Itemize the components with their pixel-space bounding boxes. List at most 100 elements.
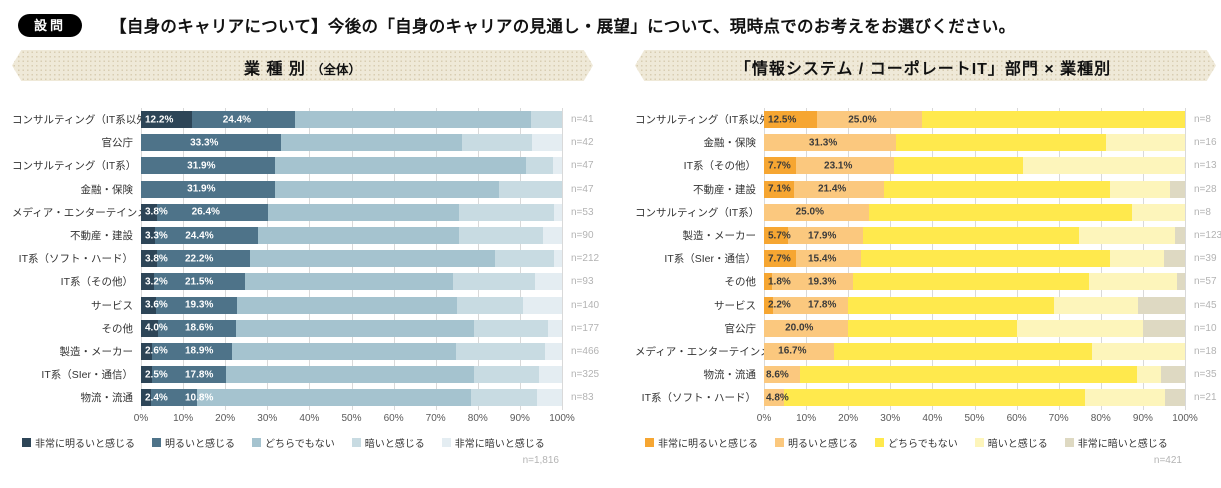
bar-segment-4: [1106, 134, 1185, 152]
bar-segment-4: [458, 203, 554, 221]
bar-segment-2: [151, 342, 232, 360]
stacked-bar: 16.7%: [764, 342, 1185, 360]
bar-segment-4: [1091, 342, 1185, 360]
bar-segment-5: [1169, 180, 1185, 198]
bar-segment-4: [458, 227, 544, 245]
axis-tick: 70%: [1048, 413, 1069, 425]
stacked-bar: 7.1% 21.4%: [764, 180, 1185, 198]
bar-segment-3: [863, 227, 1079, 245]
bar-segment-5: [534, 273, 562, 291]
n-label: n=466: [571, 345, 600, 357]
bar-row: メディア・エンターテインメント 16.7% n=18: [635, 340, 1217, 363]
legend-label: 暗いと感じる: [987, 439, 1048, 451]
bar-row: 物流・流通 8.6% n=35: [635, 363, 1217, 386]
category-label: 製造・メーカー: [682, 230, 757, 243]
n-label: n=41: [571, 114, 594, 126]
n-label: n=47: [571, 160, 594, 172]
n-label: n=90: [571, 230, 594, 242]
stacked-bar: 3.6% 19.3%: [141, 296, 562, 314]
legend-swatch: [22, 438, 31, 448]
axis-tick: 20%: [215, 413, 236, 425]
bar-segment-4: [1078, 227, 1175, 245]
bar-segment-1: [141, 250, 157, 268]
bar-segment-4: [526, 157, 554, 175]
chart-title-banner-overall: 業 種 別 （全体）: [12, 50, 593, 81]
bar-row: サービス 2.2% 17.8% n=45: [635, 294, 1217, 317]
n-label: n=16: [1194, 137, 1217, 149]
bar-segment-2: [141, 134, 282, 152]
value-label-seg1: 7.1%: [768, 183, 791, 195]
value-label-seg1: 2.2%: [768, 299, 791, 311]
bar-segment-3: [883, 180, 1110, 198]
question-header: 設問 【自身のキャリアについて】今後の「自身のキャリアの見通し・展望」について、…: [0, 0, 1221, 37]
legend-label: 非常に暗いと感じる: [454, 439, 545, 451]
value-label-seg2: 17.8%: [808, 299, 837, 311]
bar-segment-5: [547, 319, 562, 337]
axis-tick: 40%: [922, 413, 943, 425]
legend-swatch: [152, 438, 161, 448]
axis-tick: 80%: [467, 413, 488, 425]
value-label-seg2: 8.6%: [766, 369, 789, 381]
value-label-seg2: 23.1%: [824, 160, 853, 172]
n-label: n=47: [571, 183, 594, 195]
bar-segment-2: [764, 342, 835, 360]
total-n-overall: n=1,816: [522, 455, 559, 467]
bar-row: その他 4.0% 18.6% n=177: [12, 317, 599, 340]
category-label: IT系（ソフト・ハード）: [641, 392, 756, 405]
bar-segment-5: [1161, 366, 1185, 384]
value-label-seg1: 5.7%: [768, 230, 791, 242]
bar-segment-1: [764, 273, 772, 291]
legend-swatch: [645, 438, 654, 448]
bar-segment-1: [141, 366, 152, 384]
bar-segment-1: [764, 250, 797, 268]
bar-segment-2: [773, 296, 849, 314]
bar-segment-5: [1174, 227, 1185, 245]
value-label-seg1: 7.7%: [768, 160, 791, 172]
bar-segment-5: [536, 389, 562, 407]
plot-area-overall: コンサルティング（IT系以外） 12.2% 24.4% n=41 官公庁 33.3% n=4…: [12, 108, 599, 410]
bar-segment-2: [787, 227, 864, 245]
bar-segment-1: [764, 157, 797, 175]
bar-row: IT系（その他） 7.7% 23.1% n=13: [635, 154, 1217, 177]
n-label: n=35: [1194, 369, 1217, 381]
value-label-seg2: 21.4%: [817, 183, 847, 195]
bar-segment-4: [1109, 180, 1170, 198]
bar-row: 金融・保険 31.9% n=47: [12, 178, 594, 201]
bar-segment-1: [141, 342, 152, 360]
value-label-seg2: 24.4%: [185, 230, 214, 242]
category-label: その他: [724, 276, 757, 289]
bar-segment-4: [470, 389, 537, 407]
bar-segment-2: [192, 111, 296, 129]
bar-segment-2: [764, 319, 849, 337]
value-label-seg2: 17.8%: [185, 369, 214, 381]
total-n-it-dept: n=421: [1153, 455, 1182, 467]
legend-label: 明るいと感じる: [788, 439, 858, 451]
bar-segment-1: [141, 296, 157, 314]
legend-label: どちらでもない: [265, 439, 335, 451]
chart-title-overall: 業 種 別: [244, 61, 306, 78]
bar-segment-1: [141, 227, 155, 245]
bar-segment-4: [455, 342, 545, 360]
stacked-bar: 33.3%: [141, 134, 562, 152]
n-label: n=57: [1194, 276, 1217, 288]
legend-overall: 非常に明るいと感じる 明るいと感じる どちらでもない 暗いと感じる 非常に暗いと感じる: [22, 435, 593, 450]
bar-segment-5: [554, 250, 562, 268]
n-label: n=123: [1194, 230, 1221, 242]
value-label-seg2: 19.3%: [185, 299, 214, 311]
stacked-bar: 31.9%: [141, 180, 562, 198]
bar-segment-3: [861, 250, 1110, 268]
bar-row: コンサルティング（IT系以外） 12.5% 25.0% n=8: [635, 108, 1216, 131]
bar-segment-3: [237, 296, 457, 314]
legend-item: 非常に暗いと感じる: [441, 435, 545, 451]
grid-line: [562, 108, 563, 410]
x-axis-overall: 0% 10% 20% 30% 40% 50% 60% 70% 80% 90% 100%: [134, 409, 575, 426]
axis-tick: 0%: [133, 413, 149, 425]
panel-it-dept: 「情報システム / コーポレートIT」部門 × 業種別 コンサルティング（IT系…: [635, 50, 1221, 467]
question-title: 【自身のキャリアについて】今後の「自身のキャリアの見通し・展望」について、現時点…: [110, 18, 1016, 36]
chart-title-banner-it-dept: 「情報システム / コーポレートIT」部門 × 業種別: [635, 50, 1216, 81]
bar-segment-1: [764, 111, 817, 129]
bar-row: 金融・保険 31.3% n=16: [635, 131, 1217, 154]
legend-label: 非常に暗いと感じる: [1077, 439, 1168, 451]
category-label: IT系（その他）: [683, 160, 756, 173]
bar-segment-5: [554, 203, 562, 221]
